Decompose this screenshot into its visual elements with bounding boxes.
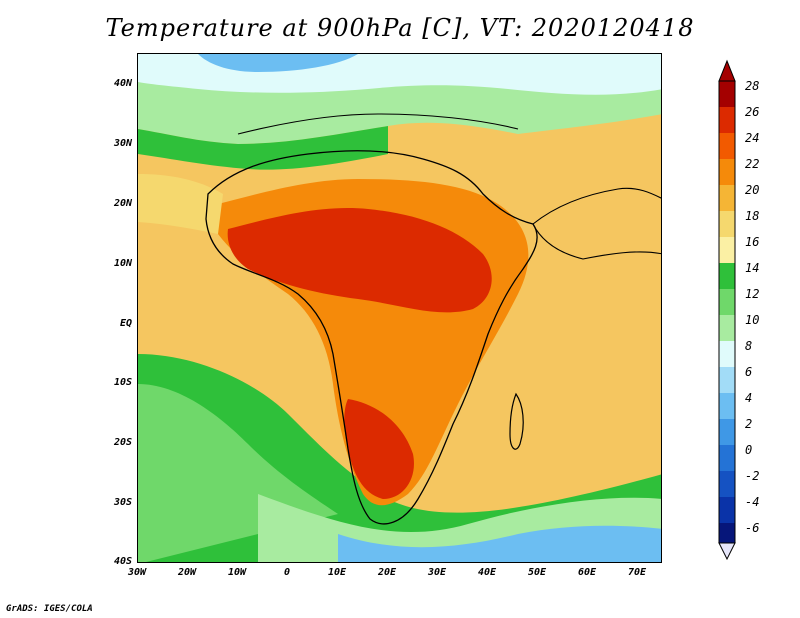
- lon-label-0: 0: [283, 567, 291, 578]
- colorbar-swatch-11: [719, 367, 735, 393]
- colorbar-label-7: 14: [745, 261, 760, 275]
- southern-africa-hot: [344, 399, 414, 499]
- colorbar-label-8: 12: [745, 287, 760, 301]
- colorbar-swatch-16: [719, 497, 735, 523]
- africa-coastline: [205, 150, 538, 525]
- temperature-map: [137, 53, 662, 563]
- colorbar-label-9: 10: [745, 313, 760, 327]
- arabia-coastline: [532, 187, 661, 260]
- sahel-hot-band: [227, 208, 492, 313]
- colorbar-swatch-17: [719, 523, 735, 543]
- colorbar-label-1: 26: [745, 105, 760, 119]
- colorbar-label-10: 8: [745, 339, 753, 353]
- colorbar-swatch-5: [719, 211, 735, 237]
- lat-label-40n: 40N: [113, 78, 132, 89]
- lat-label-30s: 30S: [113, 497, 132, 508]
- southern-ocean-cold: [338, 525, 661, 562]
- lon-label-60e: 60E: [577, 567, 597, 578]
- colorbar-label-2: 24: [745, 131, 760, 145]
- lat-label-eq: EQ: [119, 318, 132, 329]
- lon-label-10w: 10W: [227, 567, 247, 578]
- colorbar-label-16: -4: [745, 495, 760, 509]
- lat-label-20s: 20S: [113, 437, 132, 448]
- colorbar-outline: [718, 80, 736, 544]
- colorbar-swatch-3: [719, 159, 735, 185]
- colorbar-swatch-14: [719, 445, 735, 471]
- colorbar-swatch-12: [719, 393, 735, 419]
- lon-label-20w: 20W: [177, 567, 197, 578]
- colorbar-label-0: 28: [745, 79, 760, 93]
- chart-title: Temperature at 900hPa [C], VT: 202012041…: [105, 14, 695, 42]
- colorbar-swatch-10: [719, 341, 735, 367]
- colorbar-swatch-4: [719, 185, 735, 211]
- colorbar-min-arrow: [718, 542, 736, 561]
- europe-cold-core: [198, 54, 358, 72]
- lat-label-20n: 20N: [113, 198, 132, 209]
- madagascar-coastline: [509, 392, 524, 450]
- lon-label-40e: 40E: [477, 567, 497, 578]
- colorbar-swatch-15: [719, 471, 735, 497]
- colorbar-swatch-13: [719, 419, 735, 445]
- colorbar-label-14: 0: [745, 443, 753, 457]
- sahara-north-green: [138, 126, 388, 170]
- colorbar-swatch-6: [719, 237, 735, 263]
- mediterranean-coastline: [237, 113, 519, 135]
- lat-label-40s: 40S: [113, 556, 132, 567]
- colorbar-label-4: 20: [745, 183, 760, 197]
- colorbar-label-3: 22: [745, 157, 760, 171]
- colorbar-swatch-9: [719, 315, 735, 341]
- colorbar-label-17: -6: [745, 521, 760, 535]
- atlantic-mild: [138, 174, 223, 234]
- colorbar-swatch-8: [719, 289, 735, 315]
- map-canvas: [138, 54, 661, 562]
- lon-label-30e: 30E: [427, 567, 447, 578]
- lat-label-10s: 10S: [113, 377, 132, 388]
- lon-label-50e: 50E: [527, 567, 547, 578]
- credit-text: GrADS: IGES/COLA: [6, 604, 93, 614]
- colorbar: [718, 59, 736, 561]
- colorbar-swatch-0: [719, 81, 735, 107]
- lat-label-30n: 30N: [113, 138, 132, 149]
- colorbar-swatch-2: [719, 133, 735, 159]
- colorbar-label-13: 2: [745, 417, 753, 431]
- colorbar-max-arrow: [718, 59, 736, 82]
- lon-label-20e: 20E: [377, 567, 397, 578]
- lon-label-30w: 30W: [127, 567, 147, 578]
- lon-label-70e: 70E: [627, 567, 647, 578]
- lon-label-10e: 10E: [327, 567, 347, 578]
- colorbar-label-6: 16: [745, 235, 760, 249]
- colorbar-label-15: -2: [745, 469, 760, 483]
- colorbar-label-12: 4: [745, 391, 753, 405]
- lat-label-10n: 10N: [113, 258, 132, 269]
- colorbar-swatch-7: [719, 263, 735, 289]
- colorbar-label-11: 6: [745, 365, 753, 379]
- colorbar-label-5: 18: [745, 209, 760, 223]
- colorbar-swatch-1: [719, 107, 735, 133]
